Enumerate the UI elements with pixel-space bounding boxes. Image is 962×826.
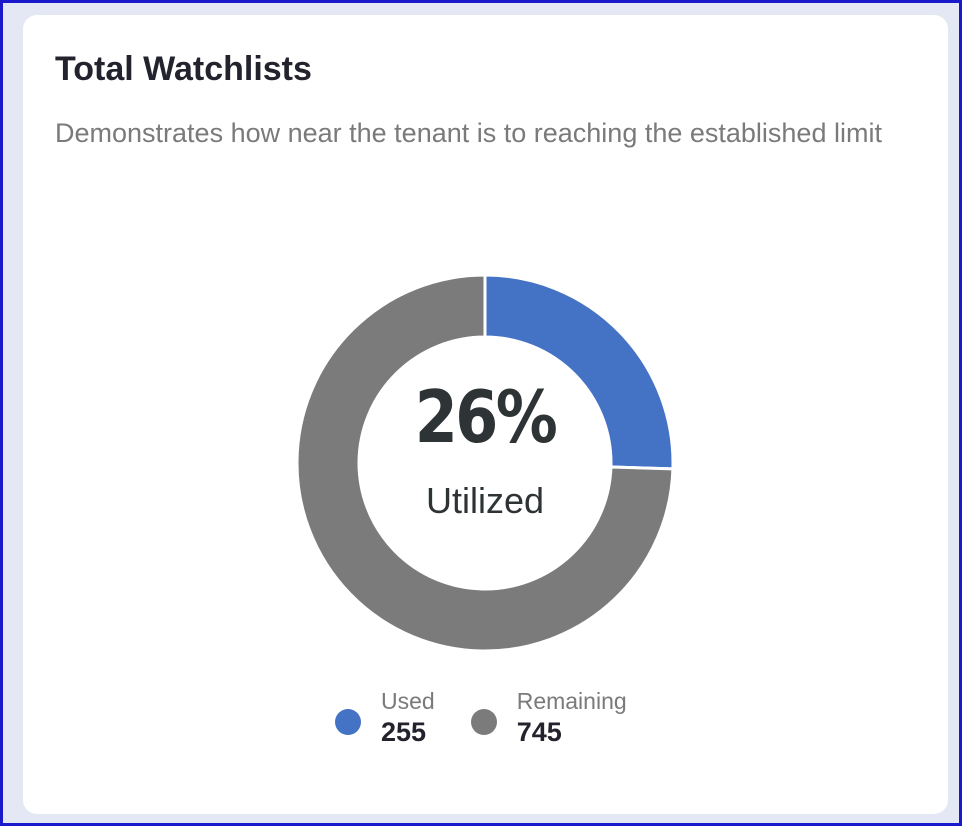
legend-item-remaining: Remaining 745 [470, 687, 627, 749]
card-subtitle: Demonstrates how near the tenant is to r… [55, 118, 882, 148]
chart-legend: Used 255 Remaining 745 [335, 687, 627, 749]
utilization-percent: 26% [414, 375, 558, 459]
legend-dot-remaining [470, 709, 497, 735]
utilization-label: Utilized [425, 480, 545, 521]
watchlists-card: Total Watchlists Demonstrates how near t… [23, 15, 948, 814]
legend-dot-used [335, 709, 361, 735]
legend-value-used: 255 [381, 717, 427, 747]
card-title: Total Watchlists [55, 50, 312, 88]
donut-chart [295, 273, 675, 653]
legend-label-used: Used [381, 688, 435, 714]
donut-slice-used [483, 273, 675, 471]
donut-slice-remaining [295, 273, 675, 653]
legend-item-used: Used 255 [335, 687, 435, 749]
legend-label-remaining: Remaining [516, 688, 627, 714]
legend-value-remaining: 745 [516, 717, 562, 747]
